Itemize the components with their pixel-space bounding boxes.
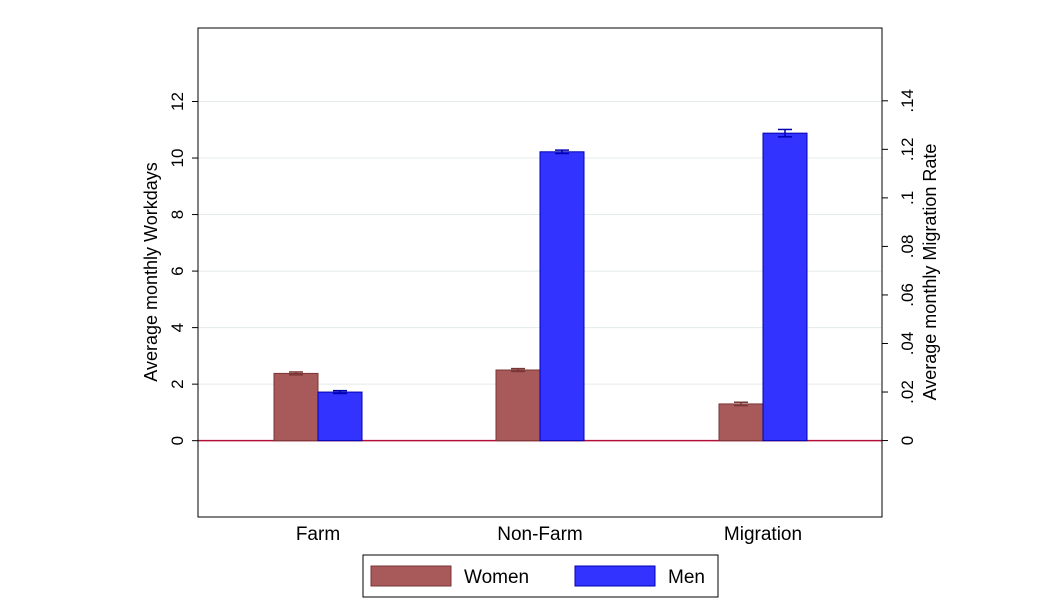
bar-women-non-farm (495, 369, 541, 442)
right-axis-title: Average monthly Migration Rate (920, 144, 940, 401)
legend-swatch-women (370, 565, 452, 587)
bar-women-migration (718, 403, 764, 442)
left-tick-label: 0 (168, 436, 187, 445)
bars (273, 128, 808, 442)
legend-label-women: Women (464, 567, 529, 588)
left-tick-label: 6 (168, 266, 187, 275)
right-tick-label: .02 (898, 380, 917, 404)
left-tick-label: 12 (168, 92, 187, 111)
left-axis-title: Average monthly Workdays (141, 162, 161, 381)
error-bar (333, 389, 347, 395)
left-tick-label: 10 (168, 149, 187, 168)
left-tick-label: 2 (168, 379, 187, 388)
right-tick-label: .12 (898, 138, 917, 162)
right-tick-label: 0 (898, 436, 917, 445)
right-tick-label: .04 (898, 332, 917, 356)
right-tick-label: .06 (898, 283, 917, 307)
bar-women-farm (273, 372, 319, 442)
error-bar (778, 128, 792, 138)
error-bar (734, 401, 748, 407)
right-tick-label: .14 (898, 89, 917, 113)
legend-swatch-men (574, 565, 656, 587)
right-tick-label: .1 (898, 191, 917, 205)
bar-men-migration (762, 132, 808, 442)
right-axis-ticks: 0 .02 .04 .06 .08 .1 .12 .14 (882, 89, 917, 445)
left-tick-label: 4 (168, 323, 187, 332)
category-label: Farm (296, 524, 340, 545)
right-tick-label: .08 (898, 235, 917, 259)
category-labels: Farm Non-Farm Migration (296, 524, 802, 545)
bar-men-farm (317, 391, 363, 442)
error-bar (511, 367, 525, 373)
legend-label-men: Men (668, 567, 705, 588)
bar-men-non-farm (539, 151, 585, 442)
left-axis-ticks: 0 2 4 6 8 10 12 (168, 92, 198, 445)
legend: Women Men (362, 554, 719, 598)
left-tick-label: 8 (168, 210, 187, 219)
error-bar (555, 149, 569, 155)
error-bar (289, 371, 303, 376)
category-label: Non-Farm (497, 524, 583, 545)
category-label: Migration (724, 524, 802, 545)
plot-frame (197, 27, 883, 518)
